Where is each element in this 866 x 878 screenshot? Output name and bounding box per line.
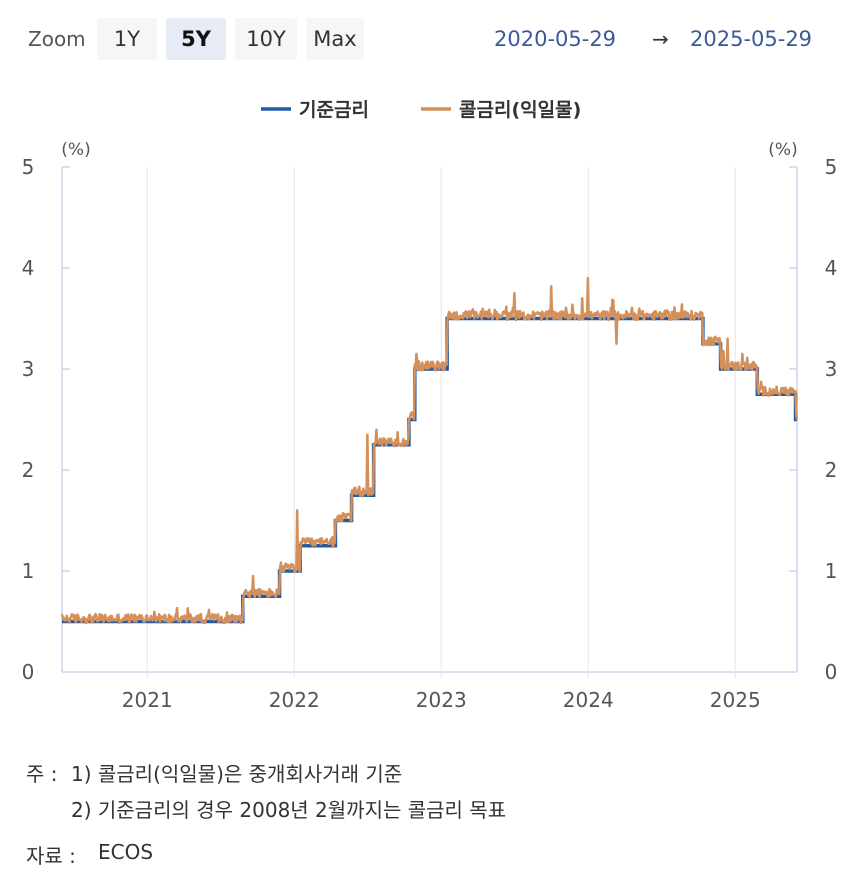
y-tick-label-right: 3 (825, 357, 838, 381)
zoom-10y-button[interactable]: 10Y (235, 18, 297, 60)
y-tick-label-left: 0 (22, 660, 35, 684)
x-tick-label: 2022 (269, 688, 320, 712)
zoom-max-button[interactable]: Max (306, 18, 364, 60)
y-tick-label-right: 5 (825, 155, 838, 179)
y-tick-label-left: 4 (22, 256, 35, 280)
x-tick-label: 2021 (122, 688, 173, 712)
zoom-1y-button[interactable]: 1Y (97, 18, 157, 60)
x-tick-label: 2023 (416, 688, 467, 712)
footnote-2: 2) 기준금리의 경우 2008년 2월까지는 콜금리 목표 (71, 798, 507, 822)
footnote-1: 1) 콜금리(익일물)은 중개회사거래 기준 (71, 762, 403, 786)
chart-series (60, 276, 799, 625)
chart-axes: 0 0 1 1 2 2 3 3 4 4 5 5 2021 2022 2023 2024 2025 (22, 155, 838, 712)
y-axis-right-unit: (%) (768, 140, 797, 160)
x-tick-label: 2025 (710, 688, 761, 712)
x-tick-label: 2024 (563, 688, 614, 712)
legend-label-call-rate[interactable]: 콜금리(익일물) (459, 99, 581, 121)
y-tick-label-right: 0 (825, 660, 838, 684)
chart-legend: 기준금리 콜금리(익일물) (261, 99, 581, 121)
y-tick-label-left: 3 (22, 357, 35, 381)
y-tick-label-right: 4 (825, 256, 838, 280)
range-arrow-icon: → (652, 27, 669, 51)
series-line-call-rate (60, 276, 799, 625)
source-label: 자료 : (26, 844, 76, 868)
legend-label-base-rate[interactable]: 기준금리 (299, 99, 369, 121)
y-axis-left-unit: (%) (61, 140, 90, 160)
footnote-prefix: 주 : (26, 762, 58, 786)
y-tick-label-right: 1 (825, 559, 838, 583)
zoom-toolbar: Zoom 1Y 5Y 10Y Max 2020-05-29 → 2025-05-… (0, 18, 866, 60)
y-tick-label-left: 1 (22, 559, 35, 583)
zoom-label: Zoom (28, 27, 86, 51)
rate-line-chart: 기준금리 콜금리(익일물) (%) (%) 0 0 1 1 2 2 3 3 4 4 5 5 2021 20… (22, 99, 838, 712)
y-tick-label-right: 2 (825, 458, 838, 482)
y-tick-label-left: 5 (22, 155, 35, 179)
y-tick-label-left: 2 (22, 458, 35, 482)
range-start-date[interactable]: 2020-05-29 (494, 27, 617, 51)
range-end-date[interactable]: 2025-05-29 (690, 27, 813, 51)
zoom-5y-button[interactable]: 5Y (166, 18, 226, 60)
source-value: ECOS (98, 840, 154, 864)
